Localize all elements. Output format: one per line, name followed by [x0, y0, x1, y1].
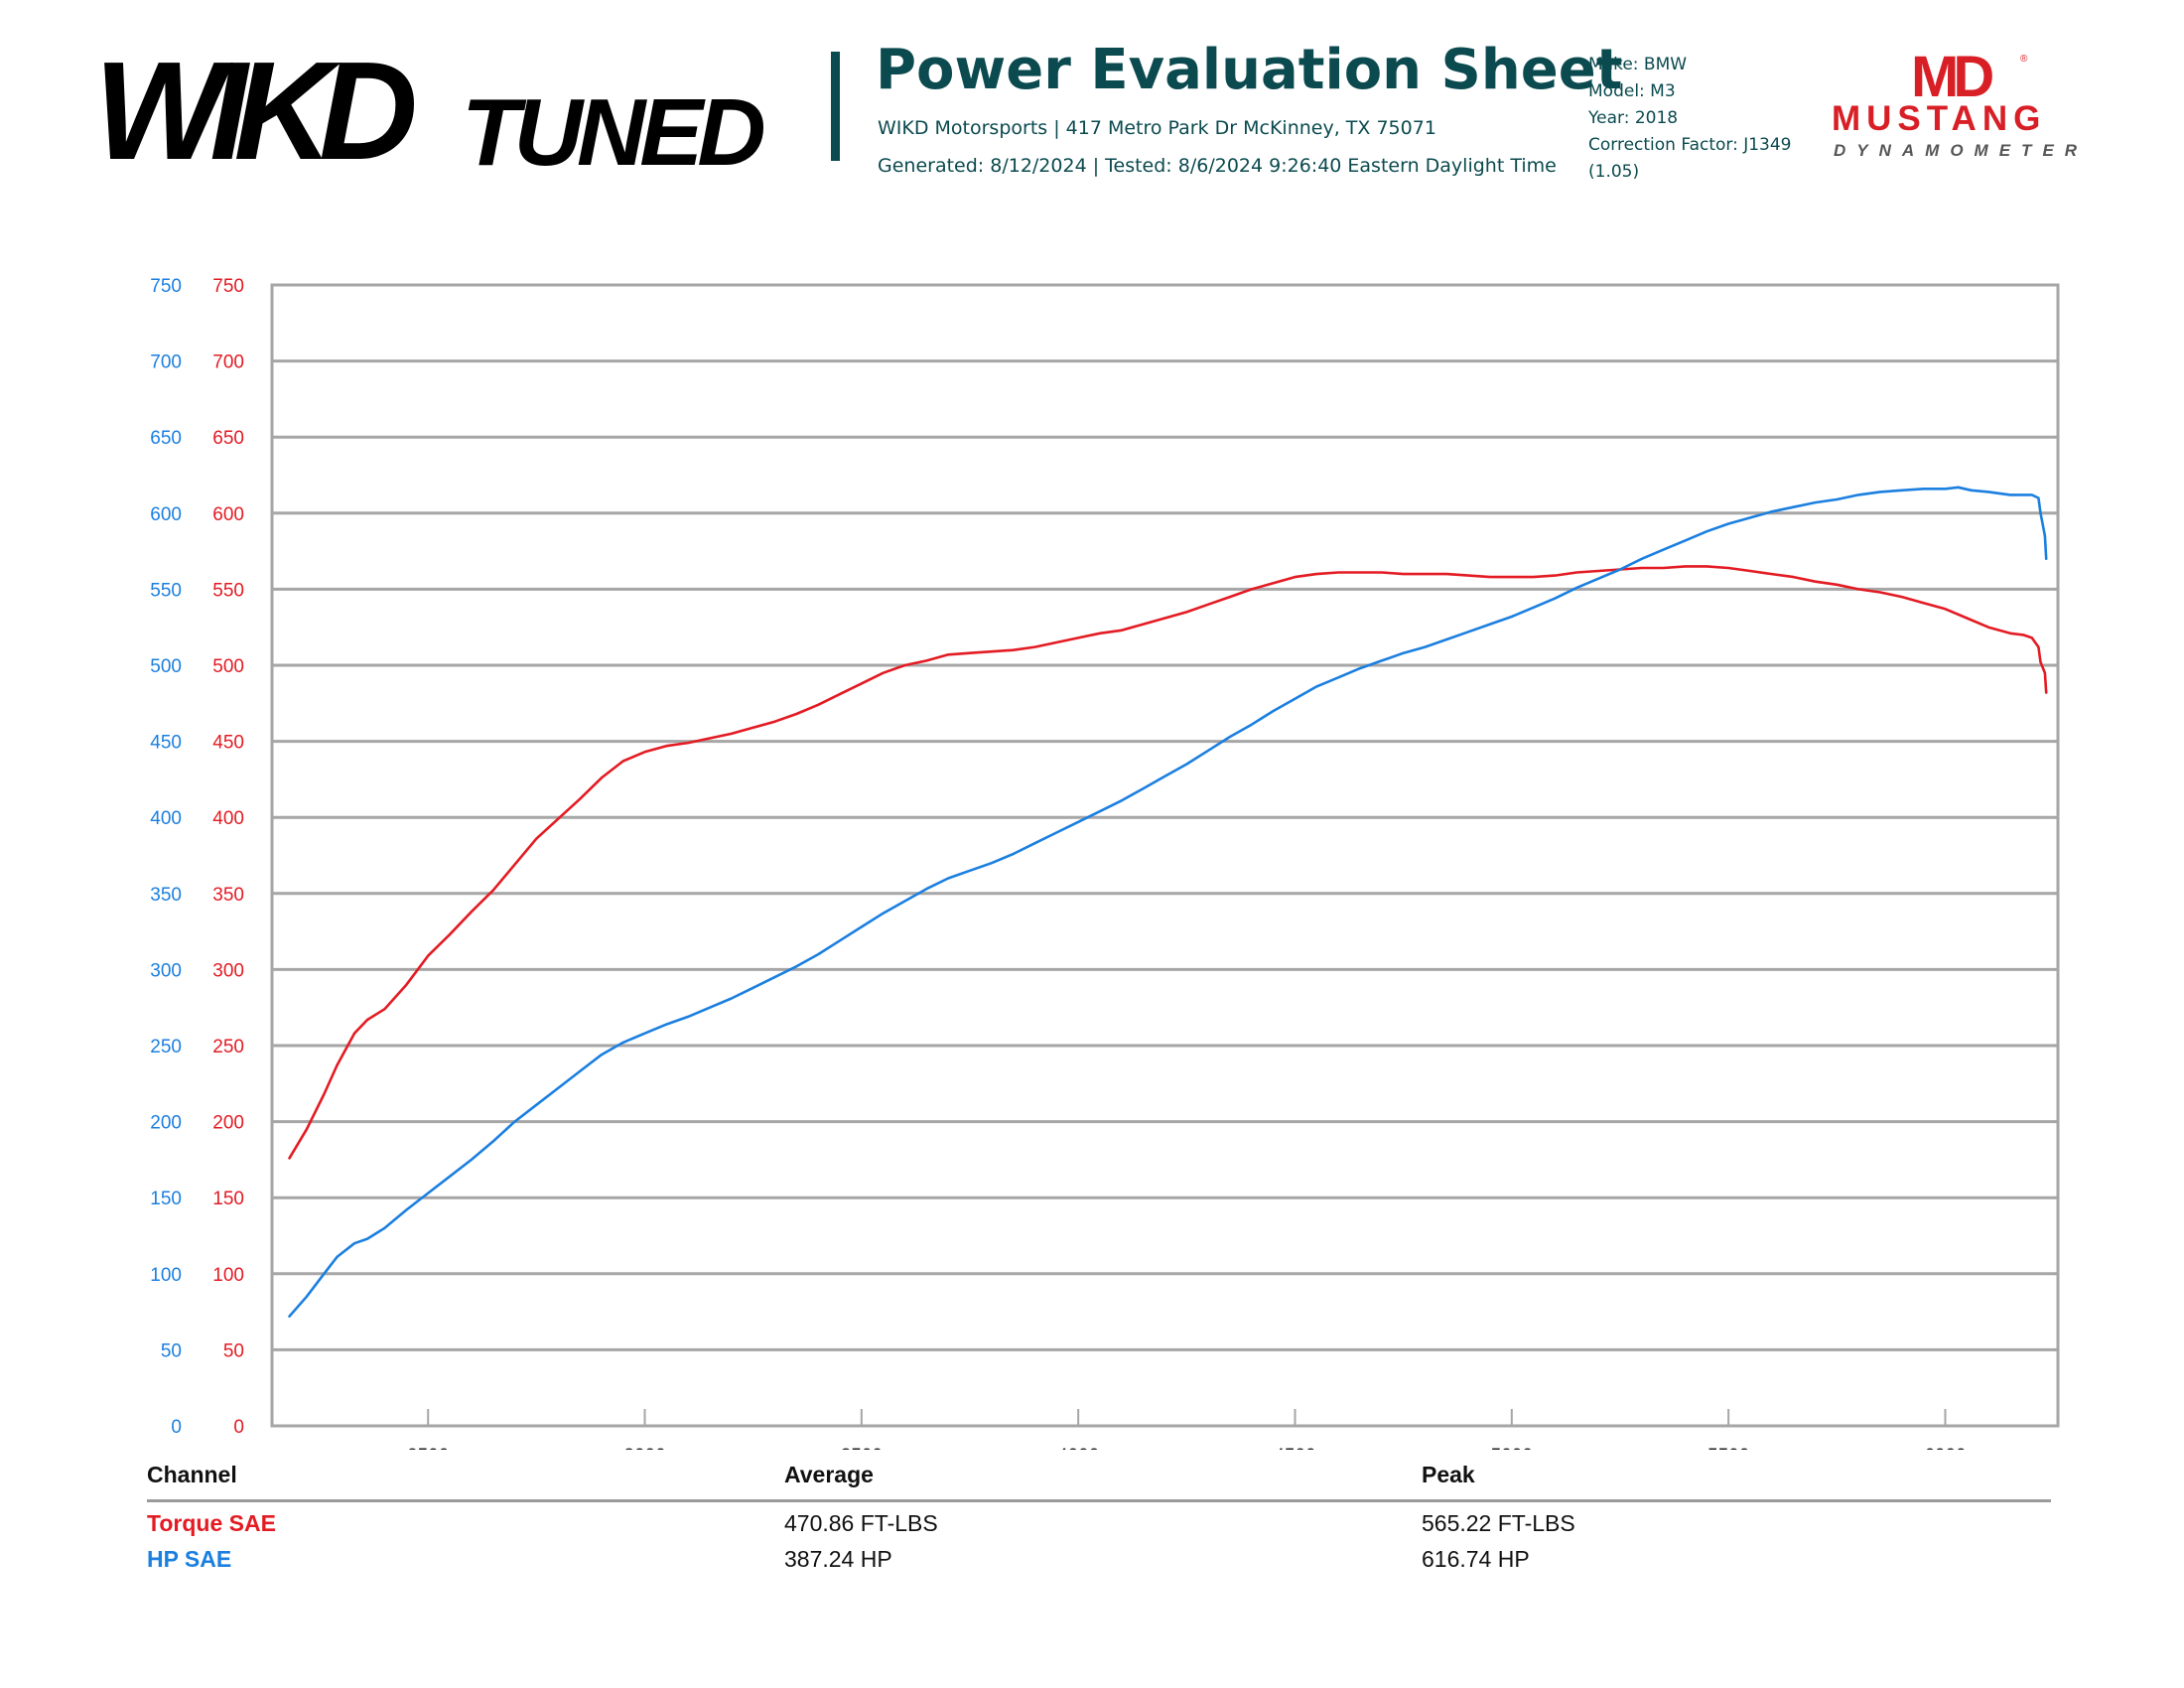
- header-peak: Peak: [1422, 1462, 1475, 1488]
- y-axis-hp: 0 50 100 150 200 250 300 350 400 450 500 550 600 650 7…: [150, 276, 182, 1438]
- x-tick-label: 5500: [1707, 1446, 1749, 1450]
- y-tick-label-torque: 150: [212, 1189, 244, 1209]
- plot-frame: [272, 285, 2058, 1426]
- y-tick-label-torque: 250: [212, 1037, 244, 1057]
- y-tick-label-hp: 0: [171, 1417, 182, 1438]
- y-tick-label-torque: 450: [212, 733, 244, 754]
- table-row-torque: Torque SAE 470.86 FT-LBS 565.22 FT-LBS: [147, 1502, 2051, 1538]
- y-tick-label-torque: 650: [212, 428, 244, 449]
- peak-hp: 616.74 HP: [1422, 1546, 1530, 1573]
- y-tick-label-hp: 400: [150, 808, 182, 829]
- y-tick-label-hp: 250: [150, 1037, 182, 1057]
- header-average: Average: [784, 1462, 874, 1488]
- x-tick-label: 5000: [1491, 1446, 1533, 1450]
- y-tick-label-torque: 50: [223, 1340, 244, 1361]
- channel-name-hp: HP SAE: [147, 1546, 231, 1573]
- y-tick-label-torque: 100: [212, 1265, 244, 1286]
- y-tick-label-hp: 450: [150, 733, 182, 754]
- y-tick-label-torque: 550: [212, 580, 244, 601]
- x-tick-label: 2500: [407, 1446, 449, 1450]
- x-tick-label: 6000: [1924, 1446, 1966, 1450]
- channel-name-torque: Torque SAE: [147, 1510, 276, 1537]
- y-tick-label-torque: 500: [212, 656, 244, 677]
- table-header: Channel Average Peak: [147, 1452, 2051, 1502]
- x-tick-label: 4500: [1274, 1446, 1315, 1450]
- y-tick-label-hp: 100: [150, 1265, 182, 1286]
- channel-summary-table: Channel Average Peak Torque SAE 470.86 F…: [147, 1452, 2051, 1574]
- x-tick-label: 3000: [623, 1446, 665, 1450]
- average-hp: 387.24 HP: [784, 1546, 892, 1573]
- y-tick-label-hp: 500: [150, 656, 182, 677]
- y-tick-label-hp: 550: [150, 580, 182, 601]
- y-tick-label-torque: 400: [212, 808, 244, 829]
- series-lines: [290, 488, 2047, 1317]
- average-torque: 470.86 FT-LBS: [784, 1510, 938, 1537]
- y-tick-label-torque: 700: [212, 352, 244, 373]
- x-tick-label: 3500: [841, 1446, 883, 1450]
- y-tick-label-hp: 600: [150, 504, 182, 525]
- header-channel: Channel: [147, 1462, 237, 1488]
- y-tick-label-hp: 700: [150, 352, 182, 373]
- y-tick-label-hp: 200: [150, 1113, 182, 1134]
- chart-grid: [272, 361, 2058, 1350]
- x-tick-label: 4000: [1057, 1446, 1099, 1450]
- y-tick-label-hp: 350: [150, 885, 182, 906]
- y-tick-label-torque: 600: [212, 504, 244, 525]
- series-line-torque: [290, 566, 2047, 1158]
- y-tick-label-hp: 50: [161, 1340, 182, 1361]
- y-tick-label-hp: 150: [150, 1189, 182, 1209]
- y-axis-torque: 0 50 100 150 200 250 300 350 400 450 500 550 600 650 7…: [212, 276, 244, 1438]
- y-tick-label-hp: 650: [150, 428, 182, 449]
- peak-torque: 565.22 FT-LBS: [1422, 1510, 1575, 1537]
- x-axis-rpm: 2500 3000 3500 4000 4500 5000 5500 6000: [407, 1409, 1967, 1450]
- y-tick-label-hp: 300: [150, 960, 182, 981]
- y-tick-label-torque: 750: [212, 276, 244, 297]
- table-row-hp: HP SAE 387.24 HP 616.74 HP: [147, 1538, 2051, 1574]
- y-tick-label-torque: 0: [233, 1417, 244, 1438]
- y-tick-label-torque: 200: [212, 1113, 244, 1134]
- y-tick-label-hp: 750: [150, 276, 182, 297]
- dyno-chart: 0501001502002503003504004505005506006507…: [0, 0, 2184, 1450]
- y-tick-label-torque: 300: [212, 960, 244, 981]
- y-tick-label-torque: 350: [212, 885, 244, 906]
- series-line-hp: [290, 488, 2047, 1317]
